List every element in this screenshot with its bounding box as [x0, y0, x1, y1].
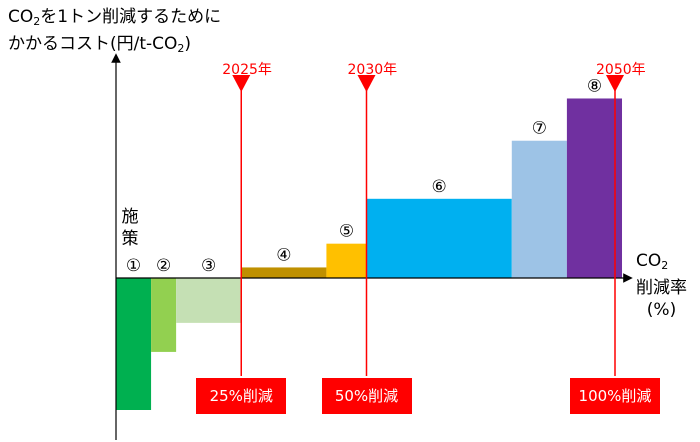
- bar-label: ①: [126, 256, 141, 276]
- milestone-triangle: [232, 75, 251, 92]
- reduction-target-box: 100%削減: [570, 378, 660, 414]
- x-title-sub: 2: [661, 259, 669, 272]
- milestone-triangle: [606, 75, 624, 92]
- bar: [511, 140, 567, 278]
- y-title-sub: 2: [33, 15, 41, 28]
- milestone-year-label: 2050年: [596, 62, 646, 78]
- y-axis-title: CO2を1トン削減するために かかるコスト(円/t-CO2): [8, 6, 221, 60]
- bar-label: ⑥: [432, 177, 447, 197]
- bar-label: ⑤: [339, 222, 354, 242]
- bar: [326, 243, 367, 278]
- y-title-line2-prefix: かかるコスト(円/t-CO: [8, 34, 178, 54]
- measures-label-char: 策: [121, 229, 139, 249]
- bar-label: ⑦: [532, 119, 547, 139]
- y-title-line2-suffix: ): [184, 34, 192, 54]
- x-axis-title: CO2 削減率 (%): [636, 250, 687, 321]
- milestone-year-label: 2030年: [347, 62, 398, 78]
- reduction-target-box: 50%削減: [321, 378, 412, 414]
- bar-label: ③: [201, 256, 216, 276]
- y-axis-title-line1: CO2を1トン削減するために: [8, 6, 221, 33]
- bar-label: ⑧: [587, 76, 602, 96]
- bar: [366, 198, 512, 278]
- reduction-target-box: 25%削減: [196, 378, 287, 414]
- bar: [241, 267, 327, 278]
- y-title-rest: を1トン削減するために: [40, 7, 222, 27]
- y-axis-title-line2: かかるコスト(円/t-CO2): [8, 33, 221, 60]
- y-title-line2-sub: 2: [177, 42, 185, 55]
- bar-label: ④: [276, 245, 291, 265]
- x-axis-title-line1: CO2: [636, 250, 687, 277]
- milestone-year-label: 2025年: [222, 62, 272, 78]
- x-title-co: CO: [636, 251, 662, 271]
- x-axis-title-line2: 削減率: [636, 278, 687, 298]
- bar: [116, 278, 152, 410]
- x-axis-title-line3: (%): [646, 300, 677, 320]
- bar-label: ②: [156, 256, 171, 276]
- y-title-co: CO: [8, 7, 34, 27]
- bar: [151, 278, 177, 352]
- bar: [566, 98, 623, 278]
- measures-label: 施策: [118, 206, 142, 250]
- measures-label-char: 施: [121, 207, 139, 227]
- bar: [176, 278, 242, 323]
- milestone-triangle: [357, 75, 376, 92]
